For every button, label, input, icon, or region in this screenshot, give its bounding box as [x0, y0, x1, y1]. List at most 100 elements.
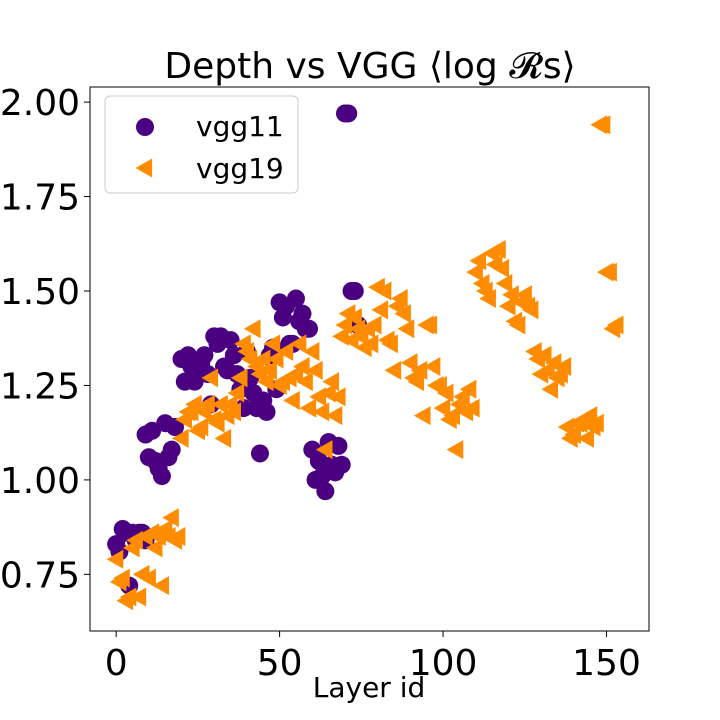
point-vgg19 [410, 360, 428, 380]
legend-marker-vgg19 [135, 158, 153, 178]
point-vgg19 [306, 360, 323, 380]
point-vgg11 [143, 421, 162, 440]
point-vgg11 [300, 319, 319, 338]
series-vgg11 [107, 104, 368, 595]
point-vgg19 [211, 394, 228, 414]
point-vgg19 [119, 587, 137, 607]
point-vgg11 [345, 282, 364, 300]
point-vgg19 [315, 440, 333, 460]
y-tick-label: 1.50 [0, 272, 80, 313]
x-axis-label: Layer id [313, 671, 426, 704]
point-vgg19 [361, 334, 379, 354]
point-vgg19 [423, 357, 441, 377]
point-vgg19 [325, 406, 343, 426]
point-vgg11 [293, 304, 312, 323]
point-vgg19 [201, 368, 219, 388]
point-vgg19 [230, 368, 248, 388]
point-vgg19 [420, 315, 438, 335]
point-vgg19 [227, 383, 245, 403]
point-vgg19 [436, 383, 454, 403]
point-vgg19 [191, 417, 209, 437]
point-vgg19 [289, 334, 307, 354]
point-vgg19 [345, 307, 362, 327]
point-vgg11 [162, 440, 181, 459]
point-vgg19 [266, 349, 284, 369]
point-vgg19 [577, 428, 595, 448]
point-vgg19 [145, 538, 163, 558]
point-vgg19 [407, 372, 425, 392]
point-vgg19 [371, 300, 389, 320]
legend-label-vgg11: vgg11 [196, 110, 284, 143]
point-vgg19 [207, 413, 225, 433]
legend-box [104, 95, 299, 194]
point-vgg19 [413, 406, 431, 426]
point-vgg11 [339, 104, 358, 123]
point-vgg19 [243, 319, 261, 339]
point-vgg19 [394, 304, 411, 324]
point-vgg19 [224, 402, 241, 422]
point-vgg19 [446, 440, 464, 460]
point-vgg19 [459, 379, 477, 399]
y-tick-label: 1.25 [0, 366, 80, 407]
point-vgg19 [139, 568, 156, 588]
point-vgg19 [587, 413, 604, 433]
point-vgg19 [129, 587, 147, 607]
x-tick-label: 0 [105, 643, 128, 684]
point-vgg19 [302, 341, 320, 361]
point-vgg19 [593, 115, 611, 135]
point-vgg19 [106, 549, 124, 569]
y-tick-label: 1.00 [0, 461, 80, 502]
point-vgg19 [466, 262, 483, 282]
point-vgg11 [221, 331, 240, 350]
point-vgg11 [250, 444, 269, 463]
point-vgg11 [332, 455, 351, 474]
point-vgg19 [564, 425, 581, 445]
point-vgg19 [541, 379, 559, 399]
point-vgg19 [489, 239, 506, 259]
point-vgg19 [433, 398, 451, 418]
point-vgg11 [165, 418, 184, 436]
point-vgg19 [335, 315, 353, 335]
point-vgg19 [508, 315, 526, 335]
point-vgg19 [364, 315, 382, 335]
y-tick-label: 1.75 [0, 178, 80, 219]
point-vgg19 [260, 360, 277, 380]
point-vgg19 [257, 372, 274, 392]
chart-title: Depth vs VGG ⟨log 𝓡s⟩ [164, 46, 575, 87]
point-vgg19 [296, 372, 313, 392]
point-vgg19 [600, 262, 617, 282]
point-vgg19 [462, 398, 480, 418]
x-tick-label: 150 [572, 643, 641, 684]
point-vgg19 [515, 285, 532, 305]
point-vgg19 [400, 353, 418, 373]
point-vgg19 [606, 315, 624, 335]
point-vgg19 [162, 508, 179, 528]
point-vgg19 [299, 398, 317, 418]
x-tick-label: 100 [409, 643, 478, 684]
point-vgg19 [312, 402, 330, 422]
point-vgg19 [384, 360, 402, 380]
point-vgg19 [322, 372, 340, 392]
point-vgg19 [495, 273, 513, 293]
point-vgg19 [292, 357, 310, 377]
plot-area [106, 104, 624, 611]
y-axis: 0.75 1.00 1.25 1.50 1.75 2.00 [0, 83, 90, 596]
point-vgg19 [443, 406, 460, 426]
point-vgg11 [286, 289, 305, 308]
point-vgg19 [328, 387, 346, 407]
plot-frame [89, 86, 650, 632]
point-vgg19 [276, 341, 294, 361]
x-tick-label: 50 [257, 643, 303, 684]
point-vgg19 [469, 251, 487, 271]
point-vgg19 [397, 319, 415, 339]
point-vgg19 [492, 258, 510, 278]
point-vgg19 [253, 349, 271, 369]
point-vgg19 [198, 394, 215, 414]
point-vgg19 [263, 334, 281, 354]
point-vgg11 [152, 467, 171, 486]
legend: vgg11 vgg19 [104, 95, 299, 194]
point-vgg19 [479, 289, 496, 309]
y-tick-label: 0.75 [0, 555, 80, 596]
point-vgg19 [283, 391, 300, 411]
